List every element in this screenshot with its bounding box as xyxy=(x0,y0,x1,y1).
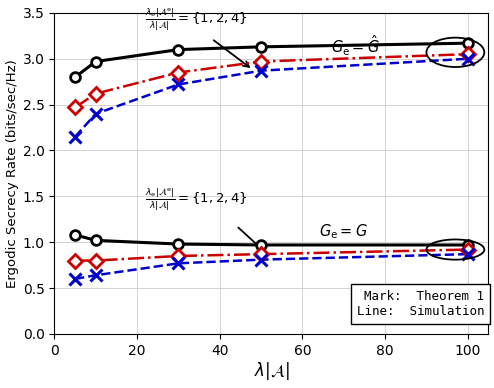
Y-axis label: Ergodic Secrecy Rate (bits/sec/Hz): Ergodic Secrecy Rate (bits/sec/Hz) xyxy=(5,59,19,288)
Text: Mark:  Theorem 1
Line:  Simulation: Mark: Theorem 1 Line: Simulation xyxy=(357,290,484,318)
Text: $G_{\mathrm{e}}=G$: $G_{\mathrm{e}}=G$ xyxy=(319,222,368,241)
Text: $\frac{\lambda_{\mathrm{e}}|\mathcal{A}^{\mathrm{e}}|}{\lambda|\mathcal{A}|}=\{1: $\frac{\lambda_{\mathrm{e}}|\mathcal{A}^… xyxy=(145,187,248,213)
X-axis label: $\lambda|\mathcal{A}|$: $\lambda|\mathcal{A}|$ xyxy=(253,360,289,383)
Text: $G_{\mathrm{e}}=\hat{G}$: $G_{\mathrm{e}}=\hat{G}$ xyxy=(331,34,380,58)
Text: $\frac{\lambda_{\mathrm{e}}|\mathcal{A}^{\mathrm{e}}|}{\lambda|\mathcal{A}|}=\{1: $\frac{\lambda_{\mathrm{e}}|\mathcal{A}^… xyxy=(145,7,248,33)
